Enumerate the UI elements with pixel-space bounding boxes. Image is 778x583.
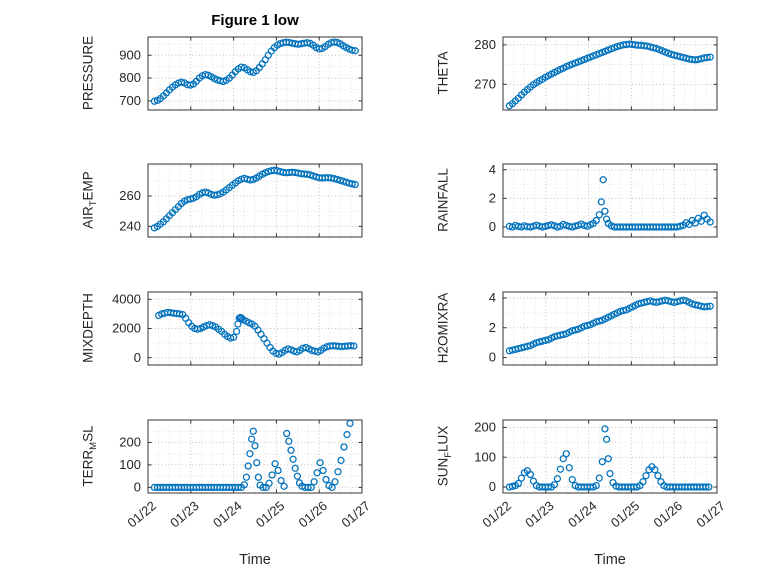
svg-text:200: 200 — [119, 435, 141, 450]
svg-text:01/27: 01/27 — [338, 498, 373, 530]
svg-text:260: 260 — [119, 188, 141, 203]
xlabel-time-right: Time — [594, 552, 626, 568]
svg-text:240: 240 — [119, 219, 141, 234]
svg-text:2: 2 — [489, 320, 496, 335]
svg-text:800: 800 — [119, 70, 141, 85]
svg-text:4: 4 — [489, 290, 496, 305]
svg-text:280: 280 — [474, 37, 496, 52]
svg-text:01/22: 01/22 — [479, 498, 514, 530]
plot-rainfall: 0 2 4 — [489, 162, 718, 238]
svg-text:01/26: 01/26 — [296, 498, 331, 530]
xlabel-time-left: Time — [239, 552, 271, 568]
svg-text:0: 0 — [134, 480, 141, 495]
svg-text:01/23: 01/23 — [522, 498, 557, 530]
svg-text:01/26: 01/26 — [651, 498, 686, 530]
plot-terr-msl: 0 100 200 01/22 01/23 01/24 01/25 01/26 01/27 — [119, 419, 373, 530]
svg-text:01/22: 01/22 — [124, 498, 159, 530]
plot-h2omixra: 0 2 4 — [489, 290, 718, 366]
svg-text:4: 4 — [489, 162, 496, 177]
svg-text:900: 900 — [119, 47, 141, 62]
svg-text:01/27: 01/27 — [693, 498, 728, 530]
svg-text:0: 0 — [489, 219, 496, 234]
plot-sun-flux: 0 100 200 01/22 01/23 01/24 01/25 01/26 01/27 — [474, 419, 728, 530]
svg-text:2000: 2000 — [112, 321, 141, 336]
svg-text:01/24: 01/24 — [210, 498, 245, 530]
svg-text:700: 700 — [119, 93, 141, 108]
svg-text:01/24: 01/24 — [565, 498, 600, 530]
svg-text:01/25: 01/25 — [253, 498, 288, 530]
plot-pressure: 700 800 900 — [119, 36, 363, 111]
svg-text:0: 0 — [489, 479, 496, 494]
svg-text:0: 0 — [489, 350, 496, 365]
svg-text:4000: 4000 — [112, 291, 141, 306]
svg-text:200: 200 — [474, 420, 496, 435]
svg-text:2: 2 — [489, 191, 496, 206]
svg-text:0: 0 — [134, 350, 141, 365]
svg-text:01/23: 01/23 — [167, 498, 202, 530]
svg-text:270: 270 — [474, 77, 496, 92]
plot-theta: 270 280 — [474, 36, 718, 111]
plot-mixdepth: 0 2000 4000 — [112, 291, 363, 366]
figure-title: Figure 1 low — [211, 12, 299, 29]
svg-text:100: 100 — [474, 449, 496, 464]
plot-air-temp: 240 260 — [119, 163, 363, 238]
svg-text:100: 100 — [119, 457, 141, 472]
svg-text:01/25: 01/25 — [608, 498, 643, 530]
